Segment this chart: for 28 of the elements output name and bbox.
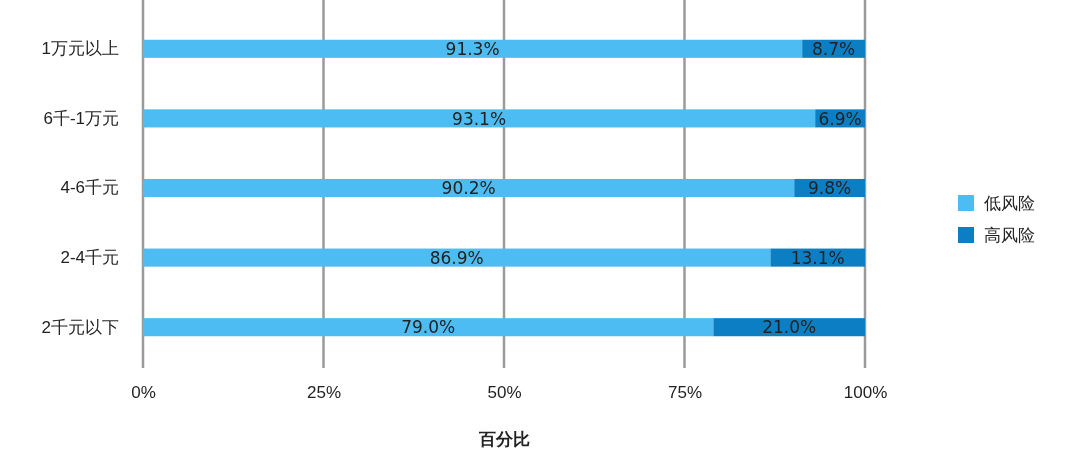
data-label: 86.9% bbox=[429, 247, 484, 268]
data-label: 90.2% bbox=[441, 178, 496, 199]
x-tick-label: 75% bbox=[667, 383, 703, 403]
y-tick-label: 2-4千元 bbox=[60, 248, 119, 268]
x-axis-title: 百分比 bbox=[477, 429, 530, 449]
y-tick-label: 2千元以下 bbox=[41, 317, 119, 337]
x-tick-label: 0% bbox=[131, 383, 156, 403]
y-tick-label: 4-6千元 bbox=[60, 178, 119, 198]
bar bbox=[143, 39, 803, 58]
legend-label: 低风险 bbox=[984, 193, 1035, 214]
x-tick-label: 25% bbox=[306, 383, 342, 403]
data-label: 8.7% bbox=[811, 38, 856, 59]
bar bbox=[143, 248, 771, 267]
legend-label: 高风险 bbox=[984, 225, 1035, 246]
bar bbox=[143, 109, 816, 128]
data-label: 6.9% bbox=[818, 108, 862, 129]
data-label: 21.0% bbox=[762, 317, 817, 338]
y-tick-label: 1万元以上 bbox=[41, 39, 119, 59]
x-tick-label: 100% bbox=[843, 383, 888, 403]
data-label: 9.8% bbox=[808, 178, 852, 199]
data-label: 79.0% bbox=[401, 317, 456, 338]
data-label: 93.1% bbox=[452, 108, 507, 129]
bar bbox=[143, 318, 714, 337]
data-label: 91.3% bbox=[445, 38, 500, 59]
y-tick-label: 6千-1万元 bbox=[43, 108, 119, 128]
x-tick-label: 50% bbox=[487, 383, 522, 403]
bar bbox=[143, 178, 795, 198]
data-label: 13.1% bbox=[790, 247, 845, 268]
